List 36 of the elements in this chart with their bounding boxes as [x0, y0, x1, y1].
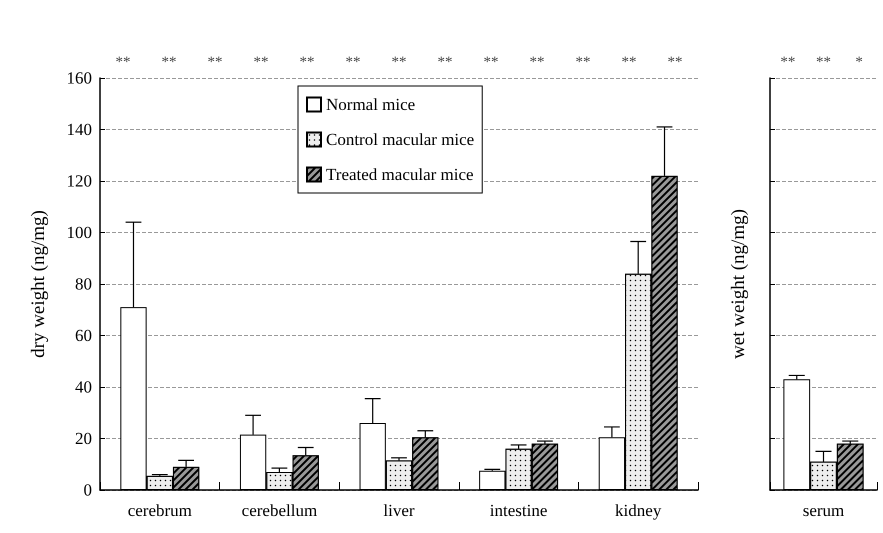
legend-label: Treated macular mice [326, 165, 474, 184]
text: ** [484, 54, 498, 70]
text: ** [438, 54, 452, 70]
text: ** [392, 54, 406, 70]
y-tick-label: 40 [75, 378, 92, 396]
text: ** [668, 54, 682, 70]
text: ** [816, 54, 831, 70]
y-tick-label: 100 [66, 223, 92, 242]
text: ** [162, 54, 176, 70]
text: ** [116, 54, 130, 70]
y-tick-label: 80 [75, 274, 92, 294]
y-tick-label: 20 [75, 429, 92, 448]
text: ** [300, 54, 314, 70]
x-tick-label: cerebellum [242, 501, 318, 520]
y-tick-label: 120 [66, 172, 92, 190]
text: ** [576, 54, 590, 70]
text: ** [530, 54, 544, 70]
y-tick-label: 60 [75, 326, 92, 345]
text: ** [346, 54, 360, 70]
y-axis-title: wet weight (ng/mg) [728, 209, 749, 359]
y-axis-title: dry weight (ng/mg) [28, 210, 49, 358]
text: ** [622, 54, 636, 70]
x-tick-label: intestine [490, 501, 548, 520]
x-tick-label: serum [802, 501, 844, 520]
y-tick-label: 140 [66, 120, 92, 139]
x-tick-label: cerebrum [128, 501, 192, 520]
x-tick-label: liver [383, 501, 415, 520]
text: ** [208, 54, 222, 70]
legend-label: Control macular mice [326, 130, 474, 149]
text: * [855, 54, 863, 70]
x-tick-label: kidney [615, 501, 662, 520]
y-tick-label: 160 [66, 68, 92, 88]
legend-label: Normal mice [326, 95, 416, 114]
text: ** [254, 54, 268, 70]
y-tick-label: 0 [84, 480, 92, 500]
text: ** [780, 54, 796, 70]
